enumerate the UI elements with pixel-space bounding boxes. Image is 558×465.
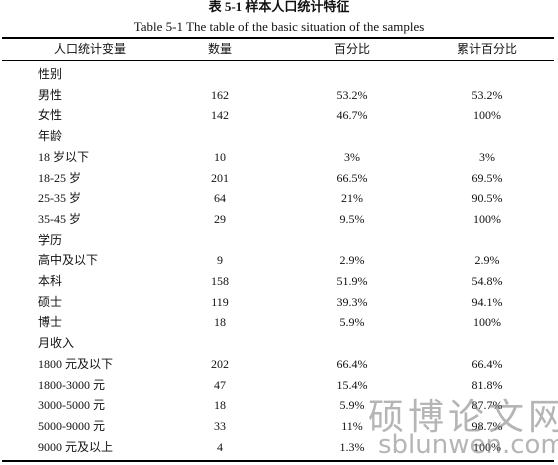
header-rule — [2, 60, 554, 61]
cell: 87.7% — [471, 398, 503, 413]
top-rule — [2, 37, 554, 39]
cell: 53.2% — [336, 87, 368, 102]
cell: 11% — [341, 418, 363, 433]
cell: 4 — [217, 439, 223, 454]
cell: 53.2% — [471, 87, 503, 102]
group-label: 学历 — [38, 232, 63, 247]
cell: 94.1% — [471, 294, 503, 309]
group-label: 性别 — [38, 67, 63, 81]
cell: 2.9% — [474, 253, 500, 268]
cell: 46.7% — [336, 108, 368, 123]
cell: 29 — [214, 211, 226, 226]
row-label: 博士 — [38, 315, 63, 330]
row-label: 25-35 岁 — [38, 191, 81, 206]
cell: 100% — [473, 439, 501, 454]
cell: 98.7% — [471, 418, 503, 433]
column-header: 累计百分比 — [456, 42, 518, 56]
cell: 69.5% — [471, 170, 503, 185]
cell: 54.8% — [471, 274, 503, 288]
table-title: 表 5-1 样本人口统计特征 — [208, 0, 350, 14]
cell: 51.9% — [336, 274, 368, 288]
cell: 47 — [214, 377, 226, 392]
cell: 100% — [473, 211, 501, 226]
row-label: 女性 — [38, 108, 63, 123]
row-label: 1800 元及以下 — [38, 356, 114, 371]
column-header: 人口统计变量 — [53, 42, 127, 56]
row-label: 5000-9000 元 — [38, 418, 105, 433]
cell: 3% — [344, 149, 360, 164]
cell: 158 — [211, 274, 229, 288]
row-label: 18 岁以下 — [38, 149, 90, 164]
cell: 18 — [214, 315, 226, 330]
row-label: 18-25 岁 — [38, 170, 81, 185]
row-label: 35-45 岁 — [38, 211, 81, 226]
cell: 9.5% — [339, 211, 365, 226]
cell: 201 — [211, 170, 229, 185]
bottom-rule — [2, 460, 554, 462]
cell: 39.3% — [336, 294, 368, 309]
cell: 1.3% — [339, 439, 365, 454]
cell: 66.5% — [336, 170, 368, 185]
cell: 33 — [214, 418, 226, 433]
cell: 142 — [211, 108, 229, 123]
watermark-logo: 硕博论文网 — [368, 397, 558, 438]
cell: 15.4% — [336, 377, 368, 392]
cell: 100% — [473, 315, 501, 330]
cell: 5.9% — [339, 315, 365, 330]
row-label: 高中及以下 — [38, 253, 99, 268]
cell: 9 — [217, 253, 223, 268]
cell: 2.9% — [339, 253, 365, 268]
cell: 81.8% — [471, 377, 503, 392]
cell: 18 — [214, 398, 226, 413]
cell: 119 — [211, 294, 229, 309]
cell: 66.4% — [471, 356, 503, 371]
cell: 202 — [211, 356, 229, 371]
row-label: 本科 — [38, 274, 63, 288]
cell: 10 — [214, 149, 226, 164]
group-label: 月收入 — [38, 336, 75, 351]
cell: 90.5% — [471, 191, 503, 206]
cell: 21% — [341, 191, 363, 206]
row-label: 男性 — [38, 87, 63, 102]
cell: 5.9% — [339, 398, 365, 413]
cell: 64 — [214, 191, 226, 206]
row-label: 3000-5000 元 — [38, 398, 105, 413]
cell: 162 — [211, 87, 229, 102]
row-label: 9000 元及以上 — [38, 439, 114, 454]
row-label: 1800-3000 元 — [38, 377, 105, 392]
cell: 66.4% — [336, 356, 368, 371]
table-subtitle: Table 5-1 The table of the basic situati… — [133, 19, 425, 34]
watermark-url: sblunwen.com — [378, 430, 558, 460]
column-header: 数量 — [207, 42, 233, 56]
cell: 3% — [479, 149, 495, 164]
row-label: 硕士 — [38, 294, 63, 309]
group-label: 年龄 — [38, 129, 63, 144]
column-header: 百分比 — [333, 42, 371, 56]
cell: 100% — [473, 108, 501, 123]
